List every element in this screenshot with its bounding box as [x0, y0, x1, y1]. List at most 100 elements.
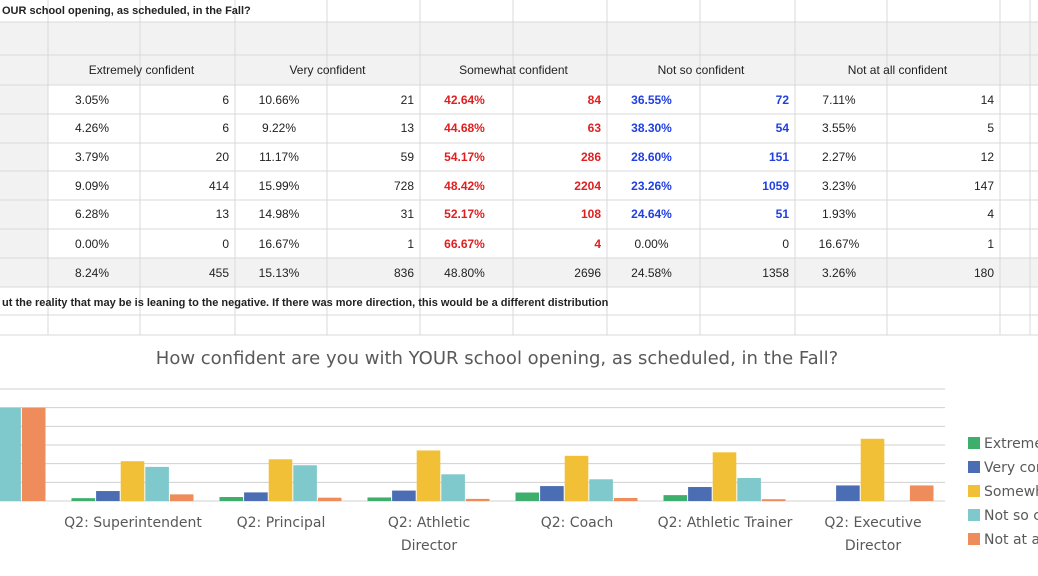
table-cell: 20: [215, 150, 229, 164]
table-cell: 16.67%: [818, 237, 860, 251]
table-cell: 4.26%: [74, 121, 110, 135]
title-cell: OUR school opening, as scheduled, in the…: [2, 5, 251, 17]
total-cell: 48.80%: [444, 266, 485, 280]
x-tick-label: Q2: Executive Director: [824, 515, 922, 554]
bar: [712, 452, 737, 501]
bar: [21, 407, 46, 501]
legend-swatch: [968, 533, 980, 545]
table-cell: 72: [775, 93, 789, 107]
total-band: [0, 258, 1038, 287]
table-cell: 24.64%: [631, 207, 672, 221]
x-tick-label: Q2: Athletic Director: [387, 515, 471, 554]
bar: [96, 491, 120, 501]
total-cell: 24.58%: [631, 266, 672, 280]
column-header: Not at all confident: [847, 63, 948, 77]
table-cell: 0: [782, 237, 789, 251]
bar: [244, 492, 268, 501]
legend-swatch: [968, 461, 980, 473]
column-header: Somewhat confident: [459, 63, 568, 77]
table-cell: 12: [980, 150, 994, 164]
bar: [761, 499, 786, 501]
bar: [416, 450, 441, 501]
total-cell: 836: [393, 266, 414, 280]
chart-title: How confident are you with YOUR school o…: [156, 348, 838, 369]
bar: [392, 490, 416, 501]
table-cell: 11.17%: [259, 150, 299, 164]
table-cell: 42.64%: [444, 93, 485, 107]
bar: [540, 486, 564, 501]
table-cell: 3.79%: [74, 150, 110, 164]
table-cell: 4: [987, 207, 994, 221]
table-cell: 1059: [762, 179, 789, 193]
x-tick-label: Q2: Superintendent: [64, 515, 202, 531]
column-header: Not so confident: [657, 63, 745, 77]
bar: [589, 479, 613, 501]
bar: [293, 465, 317, 501]
bar: [688, 487, 712, 501]
table-cell: 23.26%: [631, 179, 672, 193]
note-cell: ut the reality that may be is leaning to…: [2, 297, 609, 309]
table-cell: 13: [400, 121, 414, 135]
table-cell: 13: [215, 207, 229, 221]
table-cell: 51: [775, 207, 789, 221]
table-cell: 54: [775, 121, 789, 135]
legend-label: Extremely confident: [984, 436, 1038, 452]
bar: [737, 478, 761, 501]
table-cell: 7.11%: [822, 93, 856, 107]
bar: [169, 494, 194, 501]
table-cell: 3.23%: [821, 179, 857, 193]
table-cell: 0: [222, 237, 229, 251]
table-cell: 14.98%: [258, 207, 300, 221]
x-tick-label: Q2: Athletic Trainer: [657, 515, 793, 531]
x-tick-label: Q2: Principal: [236, 515, 326, 531]
table-cell: 151: [768, 150, 789, 164]
table-cell: 147: [973, 179, 994, 193]
table-cell: 0.00%: [74, 237, 110, 251]
table-cell: 6: [222, 93, 229, 107]
table-cell: 63: [587, 121, 601, 135]
table-cell: 84: [587, 93, 601, 107]
bar: [465, 498, 490, 501]
bar: [663, 495, 688, 501]
table-cell: 4: [594, 237, 601, 251]
bar: [268, 459, 293, 501]
bar: [860, 438, 885, 501]
legend-label: Somewhat confident: [984, 484, 1038, 500]
x-tick-label: Q2: Coach: [540, 515, 614, 531]
bar: [367, 497, 392, 501]
table-cell: 44.68%: [444, 121, 485, 135]
table-cell: 286: [580, 150, 601, 164]
table-cell: 54.17%: [444, 150, 485, 164]
table-cell: 1: [987, 237, 994, 251]
table-cell: 21: [400, 93, 414, 107]
header-band: [0, 22, 1038, 85]
bar: [515, 492, 540, 501]
table-cell: 28.60%: [631, 150, 672, 164]
table-cell: 414: [208, 179, 229, 193]
total-cell: 180: [973, 266, 994, 280]
legend-label: Not at all confident: [984, 532, 1038, 548]
legend-label: Very confident: [984, 460, 1038, 476]
table-cell: 1.93%: [821, 207, 857, 221]
table-cell: 5: [987, 121, 994, 135]
table-cell: 59: [400, 150, 414, 164]
column-header: Very confident: [289, 63, 366, 77]
table-cell: 9.22%: [261, 121, 297, 135]
table-cell: 9.09%: [74, 179, 110, 193]
table-cell: 16.67%: [258, 237, 300, 251]
table-cell: 108: [580, 207, 601, 221]
legend-swatch: [968, 437, 980, 449]
legend-label: Not so confident: [984, 508, 1038, 524]
bar: [317, 497, 342, 501]
table-cell: 66.67%: [444, 237, 485, 251]
bar: [120, 461, 145, 501]
bar: [441, 474, 465, 501]
total-cell: 3.26%: [821, 266, 857, 280]
bar: [0, 407, 21, 501]
total-cell: 8.24%: [74, 266, 110, 280]
table-cell: 3.05%: [74, 93, 110, 107]
table-cell: 10.66%: [258, 93, 300, 107]
total-cell: 2696: [574, 266, 601, 280]
table-cell: 14: [980, 93, 994, 107]
